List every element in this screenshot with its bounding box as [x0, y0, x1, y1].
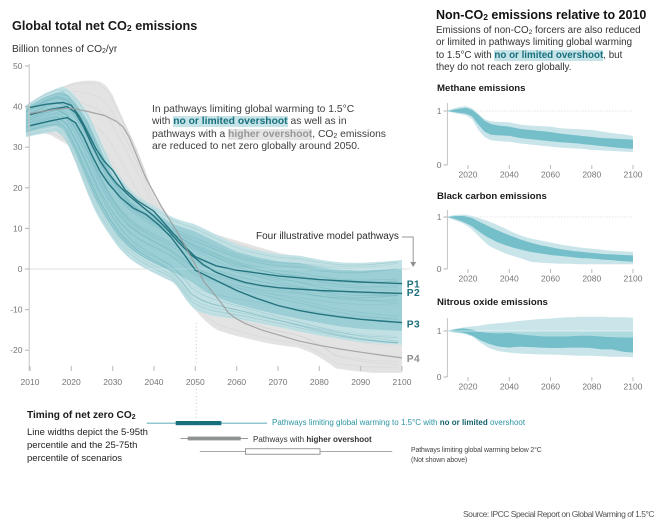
svg-text:2040: 2040 — [500, 170, 519, 180]
svg-text:2100: 2100 — [393, 377, 412, 387]
svg-text:2080: 2080 — [582, 382, 601, 392]
svg-text:2080: 2080 — [582, 274, 601, 284]
svg-text:-20: -20 — [10, 345, 23, 355]
svg-text:2100: 2100 — [624, 274, 643, 284]
svg-text:30: 30 — [13, 142, 23, 152]
svg-text:2080: 2080 — [582, 170, 601, 180]
svg-text:2020: 2020 — [459, 382, 478, 392]
svg-text:P3: P3 — [407, 320, 420, 331]
svg-text:P2: P2 — [407, 288, 420, 299]
svg-text:0: 0 — [437, 160, 442, 170]
svg-text:P1: P1 — [407, 280, 420, 291]
svg-text:10: 10 — [13, 223, 23, 233]
svg-text:2070: 2070 — [269, 377, 288, 387]
svg-text:0: 0 — [18, 264, 23, 274]
svg-text:2010: 2010 — [21, 377, 40, 387]
svg-text:2100: 2100 — [624, 170, 643, 180]
svg-text:20: 20 — [13, 183, 23, 193]
svg-text:1: 1 — [437, 326, 442, 336]
svg-text:1: 1 — [437, 106, 442, 116]
svg-text:2020: 2020 — [459, 170, 478, 180]
svg-text:P4: P4 — [407, 354, 420, 365]
svg-text:-10: -10 — [10, 305, 23, 315]
svg-text:2040: 2040 — [500, 382, 519, 392]
svg-text:2060: 2060 — [541, 382, 560, 392]
svg-text:2020: 2020 — [459, 274, 478, 284]
svg-text:0: 0 — [437, 264, 442, 274]
svg-text:2040: 2040 — [145, 377, 164, 387]
svg-text:2090: 2090 — [351, 377, 370, 387]
svg-text:40: 40 — [13, 102, 23, 112]
svg-text:2060: 2060 — [541, 274, 560, 284]
svg-text:0: 0 — [437, 372, 442, 382]
svg-text:2100: 2100 — [624, 382, 643, 392]
svg-text:2030: 2030 — [103, 377, 122, 387]
svg-text:2020: 2020 — [62, 377, 81, 387]
svg-text:1: 1 — [437, 212, 442, 222]
svg-text:2050: 2050 — [186, 377, 205, 387]
svg-text:2060: 2060 — [541, 170, 560, 180]
svg-text:50: 50 — [13, 61, 23, 71]
svg-text:2080: 2080 — [310, 377, 329, 387]
svg-text:2040: 2040 — [500, 274, 519, 284]
svg-text:2060: 2060 — [227, 377, 246, 387]
